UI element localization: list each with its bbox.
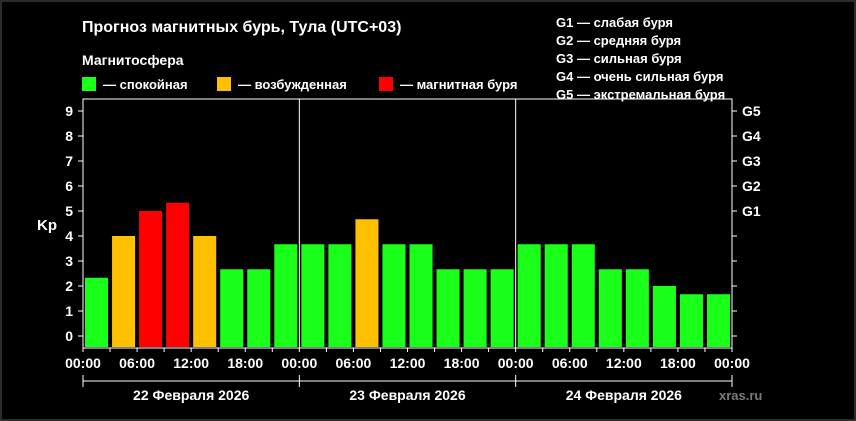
- x-tick-label: 12:00: [390, 355, 426, 371]
- x-tick-label: 18:00: [444, 355, 480, 371]
- kp-bar: [166, 202, 190, 347]
- kp-bar: [328, 244, 352, 347]
- kp-bar: [544, 244, 568, 347]
- kp-bar: [517, 244, 541, 347]
- kp-bar: [220, 269, 244, 347]
- g-tick-label: G1: [742, 203, 761, 219]
- x-tick-label: 00:00: [65, 355, 101, 371]
- kp-bar: [85, 277, 109, 347]
- legend-label-storm: — магнитная буря: [400, 76, 518, 92]
- legend-label-calm: — спокойная: [103, 76, 188, 92]
- y-tick-label: 3: [65, 253, 73, 269]
- kp-bar: [598, 269, 622, 347]
- y-tick-label: 6: [65, 178, 73, 194]
- day-label: 22 Февраля 2026: [133, 387, 249, 403]
- watermark: xras.ru: [719, 388, 763, 403]
- day-label: 23 Февраля 2026: [349, 387, 465, 403]
- g-scale-item: G1 — слабая буря: [556, 15, 674, 30]
- legend-item-storm: — магнитная буря: [379, 76, 517, 92]
- legend-swatch-active: [217, 77, 231, 91]
- g-tick-label: G3: [742, 153, 761, 169]
- g-scale-item: G5 — экстремальная буря: [556, 87, 726, 102]
- g-scale-legend: G1 — слабая буря G2 — средняя буря G3 — …: [556, 14, 725, 104]
- kp-bar: [139, 211, 163, 347]
- x-tick-label: 00:00: [281, 355, 317, 371]
- y-tick-label: 4: [65, 228, 73, 244]
- kp-bar: [463, 269, 487, 347]
- kp-bar: [571, 244, 595, 347]
- x-tick-label: 18:00: [227, 355, 263, 371]
- y-tick-label: 5: [65, 203, 73, 219]
- day-label: 24 Февраля 2026: [566, 387, 682, 403]
- x-tick-label: 12:00: [173, 355, 209, 371]
- kp-bar: [274, 244, 298, 347]
- g-scale-item: G4 — очень сильная буря: [556, 69, 724, 84]
- legend-swatch-storm: [379, 77, 393, 91]
- legend-item-active: — возбужденная: [217, 76, 347, 92]
- x-tick-label: 00:00: [498, 355, 534, 371]
- x-tick-label: 06:00: [552, 355, 588, 371]
- y-tick-label: 0: [65, 328, 73, 344]
- kp-bar: [382, 244, 406, 347]
- legend-label-active: — возбужденная: [238, 76, 347, 92]
- kp-bar: [652, 286, 676, 347]
- y-tick-label: 1: [65, 303, 73, 319]
- magnetosphere-legend-title: Магнитосфера: [82, 52, 184, 68]
- kp-bar: [112, 236, 136, 347]
- kp-bar: [436, 269, 460, 347]
- g-tick-label: G2: [742, 178, 761, 194]
- y-tick-label: 7: [65, 153, 73, 169]
- kp-bar: [355, 219, 379, 347]
- g-scale-item: G2 — средняя буря: [556, 33, 682, 48]
- g-tick-label: G4: [742, 128, 761, 144]
- g-scale-item: G3 — сильная буря: [556, 51, 682, 66]
- kp-bar: [193, 236, 217, 347]
- legend-swatch-calm: [82, 77, 96, 91]
- kp-bar: [301, 244, 325, 347]
- legend-item-calm: — спокойная: [82, 76, 188, 92]
- kp-bar: [679, 294, 703, 347]
- kp-bar: [625, 269, 649, 347]
- kp-bar: [409, 244, 433, 347]
- kp-bar: [247, 269, 271, 347]
- y-tick-label: 9: [65, 103, 73, 119]
- chart-title: Прогноз магнитных бурь, Тула (UTC+03): [82, 19, 402, 36]
- x-tick-label: 12:00: [606, 355, 642, 371]
- x-tick-label: 06:00: [119, 355, 155, 371]
- g-tick-label: G5: [742, 103, 761, 119]
- y-tick-label: 2: [65, 278, 73, 294]
- x-tick-label: 00:00: [714, 355, 750, 371]
- y-axis-label: Kp: [37, 217, 57, 234]
- y-tick-label: 8: [65, 128, 73, 144]
- x-tick-label: 18:00: [660, 355, 696, 371]
- kp-bar: [490, 269, 514, 347]
- x-tick-label: 06:00: [336, 355, 372, 371]
- kp-bar: [706, 294, 730, 347]
